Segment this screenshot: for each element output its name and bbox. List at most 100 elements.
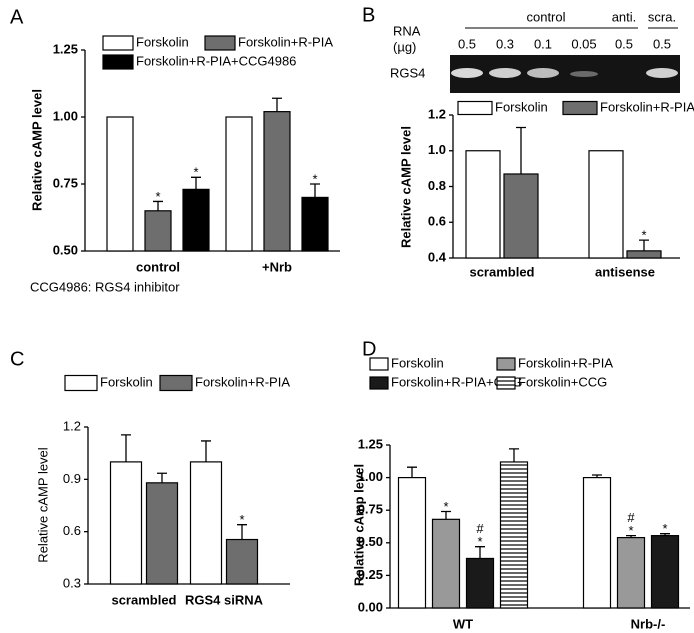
error-bar [157, 472, 167, 483]
bar [503, 173, 539, 259]
annotation: * [443, 499, 448, 514]
gel-lane-label: 0.5 [653, 36, 671, 51]
gel-axis-label: RNA [393, 23, 421, 38]
gel-band [527, 68, 559, 78]
gel-band [489, 68, 521, 78]
legend-label: Forskolin+R-PIA [195, 374, 290, 389]
gel-lane-label: 0.1 [534, 36, 552, 51]
y-axis-label: Relative cAMP level [35, 447, 50, 562]
error-bar [441, 510, 451, 520]
note: CCG4986: RGS4 inhibitor [30, 279, 180, 294]
legend-swatch [369, 376, 389, 390]
bar [431, 518, 461, 609]
y-tick-label: 1.0 [428, 142, 446, 157]
y-axis-label: Relative cAMP level [398, 126, 413, 248]
x-tick-label: control [136, 259, 180, 274]
gel-axis-label: (µg) [393, 39, 416, 54]
bar [225, 538, 259, 585]
bar [397, 477, 427, 609]
y-axis-label: Relative cAmp level [351, 464, 366, 586]
gel-image [450, 55, 680, 93]
bar [109, 461, 143, 585]
error-bar [272, 97, 282, 112]
error-bar [310, 183, 320, 198]
y-tick-label: 1.25 [53, 41, 78, 56]
legend-swatch [102, 35, 134, 51]
gel-band [451, 68, 483, 78]
y-tick-label: 1.2 [428, 106, 446, 121]
x-tick-label: WT [453, 616, 473, 631]
legend-label: Forskolin+R-PIA [518, 355, 613, 370]
legend-label: Forskolin [136, 34, 189, 49]
error-bar [660, 533, 670, 536]
bar [499, 461, 529, 609]
error-bar [516, 126, 526, 174]
bar [225, 116, 253, 252]
legend-label: Forskolin+R-PIA+CCG [391, 374, 522, 389]
error-bar [407, 466, 417, 478]
bar [301, 196, 329, 252]
annotation: * [193, 165, 198, 180]
y-tick-label: 0.8 [428, 178, 446, 193]
x-tick-label: scrambled [111, 592, 176, 607]
panel-label: B [362, 4, 375, 26]
bar [145, 482, 179, 585]
y-tick-label: 0.50 [358, 534, 383, 549]
y-tick-label: 0.25 [358, 567, 383, 582]
legend-label: Forskolin+R-PIA [238, 34, 333, 49]
bar [650, 535, 680, 609]
gel-group-label: anti. [612, 9, 637, 24]
annotation: # [476, 521, 484, 536]
bar [189, 461, 223, 585]
gel-lane-label: 0.3 [496, 36, 514, 51]
gel-group-label: scra. [648, 9, 676, 24]
bar [588, 150, 624, 259]
bar [263, 111, 291, 252]
annotation: * [239, 512, 244, 527]
annotation: * [477, 534, 482, 549]
bar [465, 557, 495, 609]
gel-band [570, 71, 598, 77]
legend-label: Forskolin+CCG [518, 374, 607, 389]
gel-lane-label: 0.5 [615, 36, 633, 51]
legend-swatch [102, 54, 134, 70]
bar [182, 188, 210, 252]
y-tick-label: 0.00 [358, 599, 383, 614]
y-tick-label: 1.00 [358, 469, 383, 484]
error-bar [639, 239, 649, 251]
y-tick-label: 1.25 [358, 436, 383, 451]
y-tick-label: 0.6 [63, 523, 81, 538]
x-tick-label: +Nrb [262, 259, 292, 274]
legend-label: Forskolin [495, 99, 548, 114]
bar [465, 150, 501, 259]
panel-label: D [362, 338, 376, 360]
y-tick-label: 0.3 [63, 575, 81, 590]
gel-band [646, 68, 678, 78]
panel-label: A [10, 6, 24, 28]
x-tick-label: scrambled [469, 264, 534, 279]
bar [106, 116, 134, 252]
legend-swatch [159, 374, 193, 392]
y-tick-label: 0.9 [63, 471, 81, 486]
y-tick-label: 0.50 [53, 242, 78, 257]
legend-swatch [496, 357, 516, 371]
error-bar [626, 534, 636, 538]
legend-label: Forskolin [391, 355, 444, 370]
annotation: * [662, 521, 667, 536]
legend-swatch [457, 100, 493, 116]
bar [616, 536, 646, 609]
x-tick-label: RGS4 siRNA [185, 592, 264, 607]
panel-label: C [10, 348, 24, 370]
legend-swatch [204, 35, 236, 51]
gel-row-label: RGS4 [390, 65, 425, 80]
y-axis-label: Relative cAMP level [29, 89, 44, 211]
error-bar [191, 176, 201, 190]
annotation: * [155, 189, 160, 204]
x-tick-label: Nrb-/- [631, 616, 666, 631]
y-tick-label: 0.75 [53, 175, 78, 190]
error-bar [153, 200, 163, 211]
error-bar [509, 448, 519, 462]
legend-label: Forskolin [100, 374, 153, 389]
y-tick-label: 0.75 [358, 502, 383, 517]
annotation: * [641, 228, 646, 243]
